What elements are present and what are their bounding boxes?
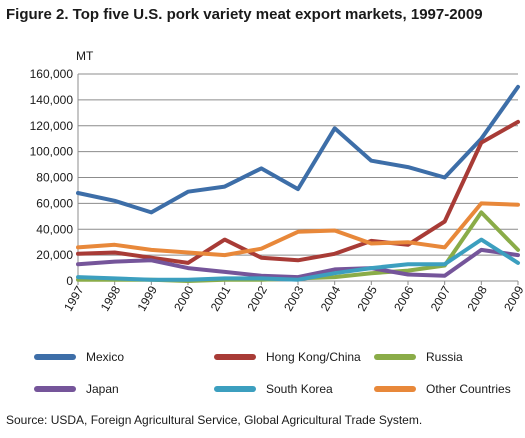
y-tick-label: 60,000	[36, 196, 73, 210]
x-tick-label: 2006	[391, 283, 417, 313]
legend-label: Russia	[426, 350, 463, 364]
series-line-south-korea	[76, 237, 520, 282]
legend-label: Other Countries	[426, 382, 511, 396]
y-tick-label: 100,000	[30, 145, 74, 159]
series-line-hong-kong-china	[76, 119, 520, 265]
legend-label: South Korea	[266, 382, 333, 396]
series-line-mexico	[76, 84, 520, 215]
series-line-other-countries	[76, 201, 520, 258]
legend-swatch	[374, 354, 416, 360]
legend-item: Other Countries	[374, 382, 511, 396]
x-tick-label: 2005	[354, 283, 380, 313]
legend-label: Mexico	[86, 350, 125, 364]
legend-label: Japan	[86, 382, 119, 396]
x-tick-label: 1997	[61, 283, 87, 313]
x-tick-label: 2003	[281, 283, 307, 313]
y-tick-label: 40,000	[36, 222, 73, 236]
x-tick-label: 2009	[501, 283, 525, 313]
y-axis-ticks: 0 20,000 40,000 60,000 80,000 100,000 120,000 1…	[30, 67, 74, 288]
series-group	[76, 84, 520, 283]
y-tick-label: 160,000	[30, 67, 74, 81]
legend-swatch	[34, 386, 76, 392]
y-tick-label: 20,000	[36, 248, 73, 262]
legend-item: Hong Kong/China	[214, 350, 361, 364]
x-tick-label: 2001	[208, 283, 234, 313]
y-tick-label: 80,000	[36, 171, 73, 185]
legend-item: South Korea	[214, 382, 333, 396]
legend-item: Japan	[34, 382, 119, 396]
page-title: Figure 2. Top five U.S. pork variety mea…	[6, 6, 483, 23]
legend-swatch	[374, 386, 416, 392]
source-note: Source: USDA, Foreign Agricultural Servi…	[6, 413, 423, 427]
x-tick-label: 2008	[464, 283, 490, 313]
x-tick-label: 1998	[98, 283, 124, 313]
x-axis-ticks: 1997 1998 1999 2000 2001 2002 2003 2004 2005 2006…	[61, 281, 525, 314]
legend-swatch	[214, 386, 256, 392]
legend-item: Russia	[374, 350, 463, 364]
legend-label: Hong Kong/China	[266, 350, 361, 364]
x-tick-label: 2002	[244, 283, 270, 313]
legend-swatch	[34, 354, 76, 360]
y-tick-label: 0	[66, 274, 73, 288]
y-tick-label: 120,000	[30, 119, 74, 133]
legend-item: Mexico	[34, 350, 124, 364]
x-tick-label: 2004	[318, 283, 344, 313]
x-tick-label: 2007	[428, 283, 454, 313]
x-tick-label: 1999	[134, 283, 160, 313]
series-line-japan	[76, 247, 520, 280]
y-axis-label: MT	[76, 49, 94, 63]
y-tick-label: 140,000	[30, 93, 74, 107]
x-tick-label: 2000	[171, 283, 197, 313]
legend-swatch	[214, 354, 256, 360]
